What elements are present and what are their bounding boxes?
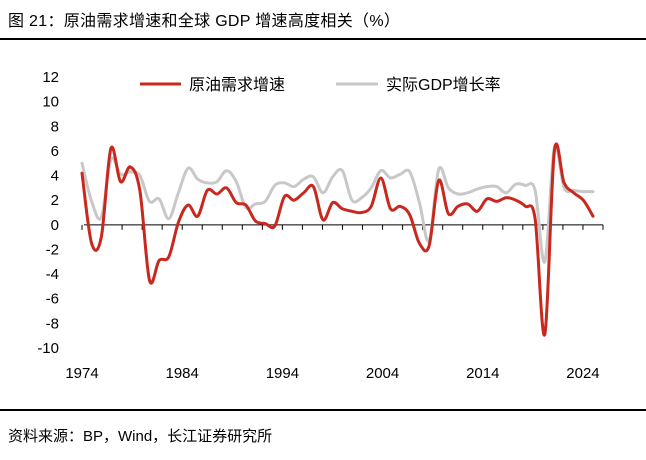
y-tick-label: -2 bbox=[46, 241, 59, 258]
legend-oil-demand-label: 原油需求增速 bbox=[189, 76, 285, 94]
line-chart: 12 10 8 6 4 2 0 -2 -4 -6 -8 -10 1974 1984 1994 2004 201… bbox=[37, 69, 604, 382]
x-tick-label: 2014 bbox=[466, 365, 499, 382]
legend: 原油需求增速 实际GDP增长率 bbox=[140, 76, 501, 94]
x-tick-label: 1974 bbox=[65, 365, 98, 382]
y-tick-label: 0 bbox=[51, 217, 59, 234]
source-note: 资料来源：BP，Wind，长江证券研究所 bbox=[8, 428, 273, 445]
series-line-oil-demand bbox=[80, 142, 595, 337]
x-tick-label: 1994 bbox=[266, 365, 299, 382]
series-line-gdp bbox=[80, 143, 595, 264]
x-tick-label: 2024 bbox=[566, 365, 599, 382]
y-tick-label: 10 bbox=[42, 94, 59, 111]
y-tick-label: 12 bbox=[42, 69, 59, 86]
x-axis: 1974 1984 1994 2004 2014 2024 bbox=[65, 224, 604, 382]
series-group bbox=[80, 142, 595, 337]
y-tick-label: -4 bbox=[46, 266, 59, 283]
y-tick-label: 4 bbox=[51, 168, 59, 185]
y-tick-label: -6 bbox=[46, 291, 59, 308]
x-tick-label: 1984 bbox=[166, 365, 199, 382]
title-rule bbox=[0, 38, 646, 40]
legend-gdp-label: 实际GDP增长率 bbox=[386, 76, 501, 94]
figure-title: 图 21：原油需求增速和全球 GDP 增速高度相关（%） bbox=[8, 13, 401, 30]
y-tick-label: 6 bbox=[51, 143, 59, 160]
y-axis: 12 10 8 6 4 2 0 -2 -4 -6 -8 -10 bbox=[37, 69, 59, 357]
y-tick-label: 8 bbox=[51, 118, 59, 135]
y-tick-label: -8 bbox=[46, 315, 59, 332]
y-tick-label: -10 bbox=[37, 340, 59, 357]
x-tick-label: 2004 bbox=[366, 365, 399, 382]
source-rule bbox=[0, 409, 646, 411]
y-tick-label: 2 bbox=[51, 192, 59, 209]
